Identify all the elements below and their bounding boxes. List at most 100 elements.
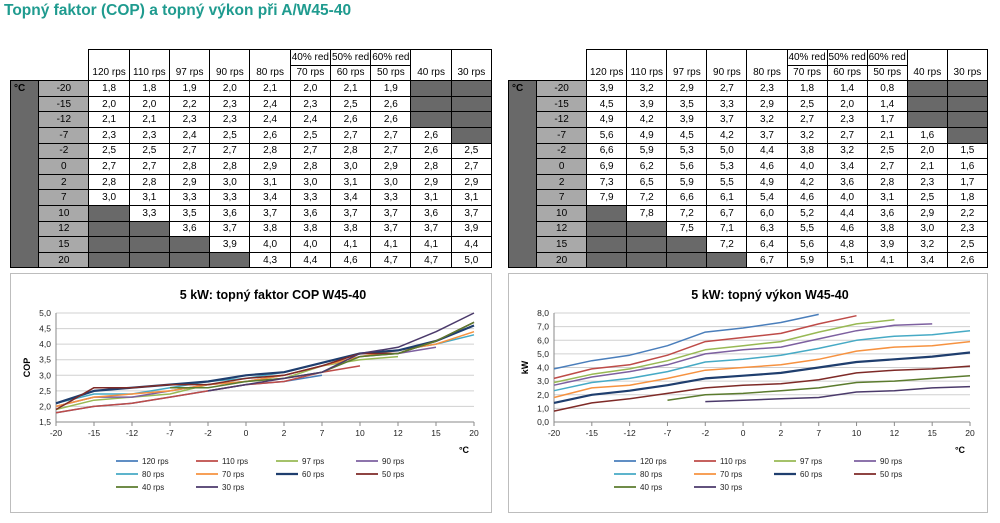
unit-cell xyxy=(507,143,538,159)
value-cell: 4,2 xyxy=(786,173,828,191)
value-cell: 6,2 xyxy=(626,158,668,175)
table-row: -12 4,9 4,2 3,9 3,7 3,2 2,7 2,3 1,7 xyxy=(507,111,989,128)
value-cell: 4,5 xyxy=(666,126,708,144)
table-row: -12 2,1 2,1 2,3 2,3 2,4 2,4 2,6 2,6 xyxy=(9,111,493,128)
value-cell: 2,9 xyxy=(249,158,291,175)
column-header: 70 rps xyxy=(289,65,331,82)
value-cell: 3,7 xyxy=(370,204,412,222)
temperature-cell: 12 xyxy=(38,220,90,238)
temperature-cell: 20 xyxy=(536,251,588,269)
group-header: 60% red xyxy=(866,49,908,66)
series-line-80-rps xyxy=(553,329,971,392)
table-row: 15 3,9 4,0 4,0 4,1 4,1 4,1 4,4 xyxy=(9,236,493,253)
temperature-cell: -15 xyxy=(536,95,588,113)
legend-label: 120 rps xyxy=(640,457,667,466)
value-cell: 2,1 xyxy=(88,111,130,128)
value-cell: 6,0 xyxy=(746,204,788,222)
value-cell xyxy=(946,80,989,97)
header-spacer xyxy=(906,49,948,66)
value-cell: 4,2 xyxy=(706,126,748,144)
value-cell: 3,7 xyxy=(209,220,251,238)
value-cell: 2,1 xyxy=(866,126,908,144)
legend-label: 97 rps xyxy=(302,457,324,466)
column-header: 90 rps xyxy=(209,65,251,82)
value-cell: 4,1 xyxy=(329,236,372,253)
x-tick-label: -12 xyxy=(126,428,139,438)
value-cell: 4,7 xyxy=(370,251,412,269)
value-cell: 2,3 xyxy=(168,111,211,128)
value-cell: 2,1 xyxy=(128,111,170,128)
value-cell: 2,5 xyxy=(906,189,948,206)
value-cell: 5,1 xyxy=(826,251,868,269)
value-cell: 5,4 xyxy=(746,189,788,206)
table-corner xyxy=(39,50,89,66)
x-tick-label: -20 xyxy=(50,428,63,438)
value-cell: 4,7 xyxy=(410,251,452,269)
value-cell: 3,0 xyxy=(88,189,130,206)
value-cell: 1,8 xyxy=(128,80,170,97)
value-cell xyxy=(410,111,452,128)
y-tick-label: 3,0 xyxy=(39,370,51,380)
temperature-cell: -15 xyxy=(38,95,90,113)
table-row: 15 7,2 6,4 5,6 4,8 3,9 3,2 2,5 xyxy=(507,236,989,253)
value-cell: 3,9 xyxy=(209,236,251,253)
value-cell: 6,1 xyxy=(706,189,748,206)
column-header: 80 rps xyxy=(746,65,788,82)
value-cell: 2,9 xyxy=(666,80,708,97)
value-cell: 3,5 xyxy=(666,95,708,113)
column-header: 60 rps xyxy=(329,65,372,82)
table-corner xyxy=(11,50,39,66)
value-cell: 3,1 xyxy=(410,189,452,206)
x-tick-label: -7 xyxy=(664,428,672,438)
value-cell: 6,7 xyxy=(746,251,788,269)
value-cell xyxy=(906,111,948,128)
x-tick-label: -15 xyxy=(586,428,599,438)
value-cell: 5,3 xyxy=(706,158,748,175)
heating-power-chart: 5 kW: topný výkon W45-40 kW 0,0 1,0 2,0 3,0 4,… xyxy=(508,273,988,513)
value-cell: 2,6 xyxy=(370,95,412,113)
value-cell xyxy=(666,236,708,253)
value-cell xyxy=(586,236,628,253)
value-cell: 3,8 xyxy=(329,220,372,238)
x-tick-label: -12 xyxy=(623,428,636,438)
value-cell: 6,4 xyxy=(746,236,788,253)
table-row: -2 6,6 5,9 5,3 5,0 4,4 3,8 3,2 2,5 2,0 1,5 xyxy=(507,142,989,160)
y-tick-label: 3,0 xyxy=(537,376,549,386)
value-cell: 2,1 xyxy=(329,80,372,97)
value-cell xyxy=(586,251,628,269)
value-cell: 3,2 xyxy=(906,236,948,253)
value-cell: 2,3 xyxy=(88,126,130,144)
value-cell: 2,8 xyxy=(249,142,291,160)
value-cell xyxy=(586,204,628,222)
table-row: 7 3,0 3,1 3,3 3,3 3,4 3,3 3,4 3,3 3,1 3,1 xyxy=(9,189,493,206)
value-cell: 3,8 xyxy=(866,220,908,238)
y-tick-label: 2,5 xyxy=(39,386,51,396)
value-cell: 1,6 xyxy=(946,158,989,175)
value-cell: 2,0 xyxy=(906,142,948,160)
temperature-cell: -12 xyxy=(38,111,90,128)
value-cell: 5,3 xyxy=(666,142,708,160)
temperature-cell: 20 xyxy=(38,251,90,269)
value-cell xyxy=(450,80,493,97)
value-cell: 1,7 xyxy=(866,111,908,128)
cop-chart: 5 kW: topný faktor COP W45-40 COP 1,5 2,0 2,… xyxy=(10,273,492,513)
value-cell: 2,0 xyxy=(826,95,868,113)
y-axis-label: COP xyxy=(22,358,32,378)
value-cell xyxy=(906,80,948,97)
value-cell: 7,2 xyxy=(666,204,708,222)
value-cell: 3,6 xyxy=(289,204,331,222)
column-header: 97 rps xyxy=(168,65,211,82)
heating-power-table: 40% red 50% red 60% red 120 rps 110 rps 97 rp… xyxy=(507,49,989,269)
temperature-cell: 12 xyxy=(536,220,588,238)
value-cell: 4,0 xyxy=(289,236,331,253)
value-cell: 1,7 xyxy=(946,173,989,191)
x-tick-label: 15 xyxy=(431,428,441,438)
value-cell: 4,4 xyxy=(826,204,868,222)
legend-label: 60 rps xyxy=(800,470,822,479)
legend-label: 110 rps xyxy=(222,457,248,466)
value-cell: 3,0 xyxy=(370,173,412,191)
value-cell: 3,0 xyxy=(289,173,331,191)
y-tick-label: 8,0 xyxy=(537,308,549,318)
legend-label: 97 rps xyxy=(800,457,822,466)
unit-cell xyxy=(9,174,40,190)
